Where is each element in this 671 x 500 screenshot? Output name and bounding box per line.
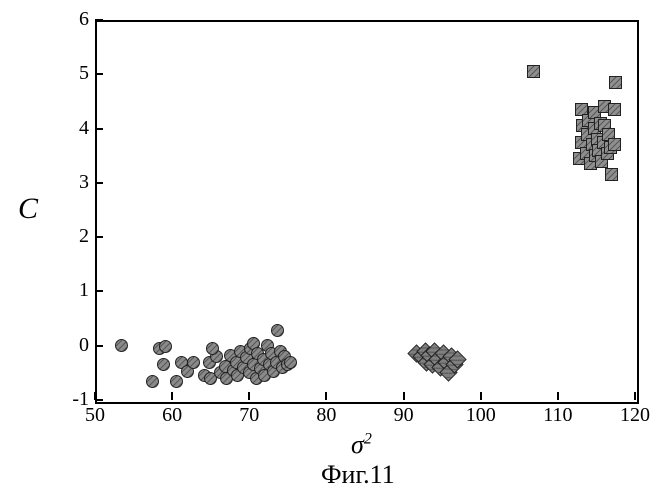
x-tick: [248, 392, 250, 400]
y-tick-label: 3: [55, 171, 89, 194]
figure-caption: Фиг.11: [321, 460, 395, 490]
y-tick-label: 2: [55, 225, 89, 248]
x-tick-label: 100: [461, 404, 501, 427]
x-tick-label: 80: [306, 404, 346, 427]
y-axis-label: C: [18, 192, 38, 226]
y-tick: [95, 19, 103, 21]
data-point-cluster-a: [115, 339, 128, 352]
y-tick: [95, 399, 103, 401]
x-tick-label: 90: [384, 404, 424, 427]
y-tick: [95, 73, 103, 75]
plot-area: [95, 20, 639, 404]
x-tick: [480, 392, 482, 400]
data-point-cluster-c: [527, 65, 540, 78]
x-axis-label-base: σ: [351, 430, 364, 459]
x-axis-label-sup: 2: [364, 430, 372, 447]
data-point-cluster-c: [608, 103, 621, 116]
x-tick-label: 50: [75, 404, 115, 427]
y-tick-label: 1: [55, 279, 89, 302]
data-point-cluster-c: [609, 76, 622, 89]
figure-container: C σ2 Фиг.11 -101234565060708090100110120: [0, 0, 671, 500]
y-tick-label: 4: [55, 117, 89, 140]
y-tick-label: 0: [55, 334, 89, 357]
x-tick-label: 110: [538, 404, 578, 427]
data-point-cluster-a: [284, 356, 297, 369]
y-tick: [95, 345, 103, 347]
data-point-cluster-c: [608, 138, 621, 151]
y-tick-label: 5: [55, 62, 89, 85]
x-axis-label: σ2: [351, 430, 372, 460]
y-tick: [95, 128, 103, 130]
x-tick: [325, 392, 327, 400]
x-tick-label: 120: [615, 404, 655, 427]
data-point-cluster-a: [146, 375, 159, 388]
x-tick: [94, 392, 96, 400]
y-tick: [95, 182, 103, 184]
x-tick-label: 60: [152, 404, 192, 427]
x-tick: [634, 392, 636, 400]
y-tick-label: 6: [55, 8, 89, 31]
data-point-cluster-a: [206, 342, 219, 355]
x-tick-label: 70: [229, 404, 269, 427]
y-tick: [95, 236, 103, 238]
x-tick: [557, 392, 559, 400]
data-point-cluster-a: [170, 375, 183, 388]
data-point-cluster-c: [605, 168, 618, 181]
data-point-cluster-a: [187, 356, 200, 369]
x-tick: [171, 392, 173, 400]
x-tick: [403, 392, 405, 400]
y-tick: [95, 290, 103, 292]
